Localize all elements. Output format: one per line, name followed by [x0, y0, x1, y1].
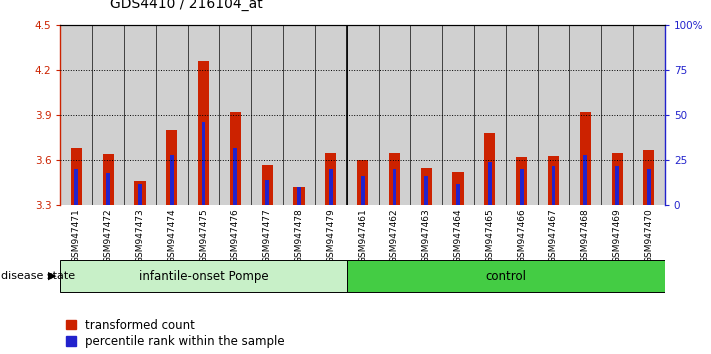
Bar	[456, 184, 460, 205]
Bar	[633, 25, 665, 205]
Bar	[233, 148, 237, 205]
Bar	[265, 180, 269, 205]
Bar	[294, 187, 304, 205]
Bar	[138, 184, 142, 205]
Bar	[71, 148, 82, 205]
Legend: transformed count, percentile rank within the sample: transformed count, percentile rank withi…	[66, 319, 285, 348]
Bar	[60, 260, 347, 292]
Bar	[170, 155, 173, 205]
Bar	[60, 25, 92, 205]
Bar	[506, 25, 538, 205]
Bar	[283, 25, 315, 205]
Bar	[548, 156, 559, 205]
Bar	[570, 25, 602, 205]
Bar	[315, 25, 347, 205]
Bar	[378, 25, 410, 205]
Bar	[516, 157, 528, 205]
Bar	[156, 25, 188, 205]
Bar	[347, 260, 665, 292]
Bar	[520, 169, 523, 205]
Bar	[643, 150, 654, 205]
Bar	[75, 169, 78, 205]
Bar	[198, 61, 209, 205]
Bar	[552, 166, 555, 205]
Bar	[230, 112, 241, 205]
Bar	[442, 25, 474, 205]
Text: disease state: disease state	[1, 271, 75, 281]
Bar	[579, 112, 591, 205]
Bar	[474, 25, 506, 205]
Bar	[166, 130, 177, 205]
Bar	[357, 160, 368, 205]
Bar	[647, 169, 651, 205]
Bar	[602, 25, 633, 205]
Bar	[325, 153, 336, 205]
Bar	[389, 153, 400, 205]
Bar	[611, 153, 623, 205]
Bar	[188, 25, 220, 205]
Bar	[421, 168, 432, 205]
Bar	[615, 166, 619, 205]
Bar	[424, 176, 428, 205]
Bar	[262, 165, 273, 205]
Bar	[484, 133, 496, 205]
Bar	[251, 25, 283, 205]
Bar	[583, 155, 587, 205]
Bar	[220, 25, 251, 205]
Bar	[134, 181, 146, 205]
Bar	[360, 176, 365, 205]
Bar	[392, 169, 396, 205]
Bar	[538, 25, 570, 205]
Bar	[410, 25, 442, 205]
Bar	[106, 173, 110, 205]
Text: infantile-onset Pompe: infantile-onset Pompe	[139, 270, 268, 282]
Bar	[202, 122, 205, 205]
Bar	[124, 25, 156, 205]
Bar	[452, 172, 464, 205]
Text: ▶: ▶	[48, 271, 57, 281]
Bar	[102, 154, 114, 205]
Text: GDS4410 / 216104_at: GDS4410 / 216104_at	[110, 0, 263, 11]
Bar	[92, 25, 124, 205]
Bar	[329, 169, 333, 205]
Bar	[347, 25, 378, 205]
Bar	[488, 162, 492, 205]
Bar	[297, 187, 301, 205]
Text: control: control	[485, 270, 526, 282]
